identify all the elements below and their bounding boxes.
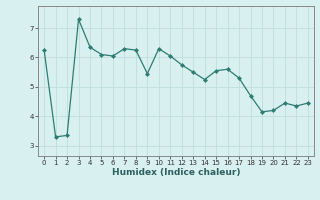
X-axis label: Humidex (Indice chaleur): Humidex (Indice chaleur) [112,168,240,177]
